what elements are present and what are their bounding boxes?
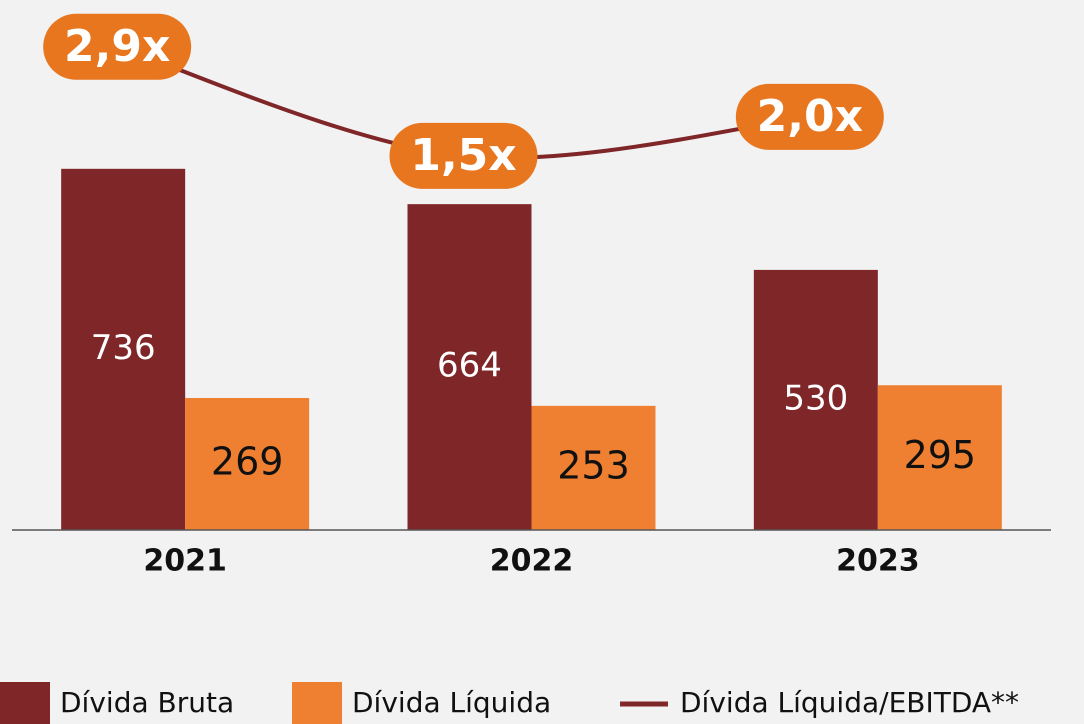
data-label: 253: [557, 443, 630, 487]
data-label: 295: [904, 433, 977, 477]
bar: [61, 168, 186, 530]
data-label: 1,5x: [410, 130, 516, 181]
data-label: 2,0x: [757, 91, 863, 142]
data-label: 736: [91, 328, 156, 368]
data-label: 530: [783, 378, 848, 418]
bar: [753, 269, 878, 530]
label-bubble: [389, 122, 538, 189]
bar: [407, 204, 532, 531]
data-label: 269: [211, 439, 284, 483]
legend-swatch: [0, 682, 50, 724]
label-bubble: [735, 83, 884, 150]
data-label: 664: [437, 346, 502, 386]
bar: [185, 397, 310, 530]
bar: [531, 405, 656, 530]
x-tick-label: 2022: [490, 544, 574, 579]
legend-label: Dívida Líquida/EBITDA**: [680, 686, 1019, 719]
x-tick-label: 2021: [143, 544, 227, 579]
legend-swatch: [292, 682, 342, 724]
bar: [877, 385, 1002, 530]
legend-label: Dívida Bruta: [60, 686, 234, 719]
legend-label: Dívida Líquida: [352, 686, 551, 719]
x-tick-label: 2023: [836, 544, 920, 579]
data-label: 2,9x: [64, 21, 170, 72]
label-bubble: [43, 13, 192, 80]
